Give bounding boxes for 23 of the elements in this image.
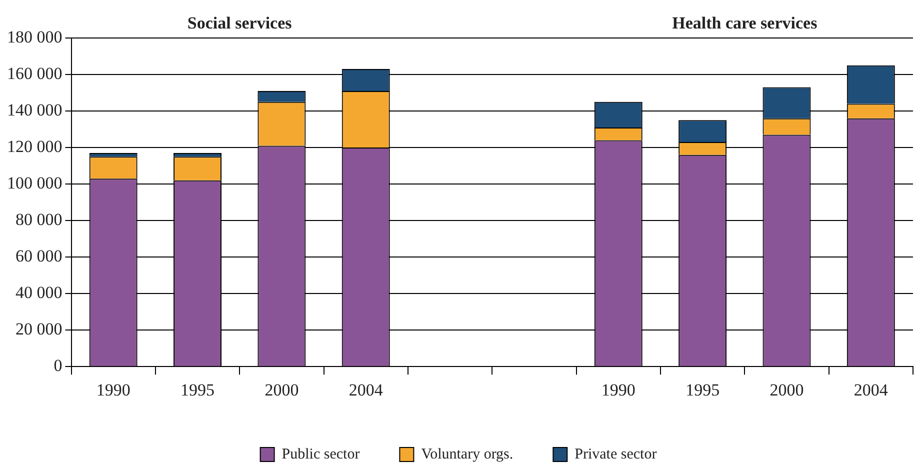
y-tick-label: 60 000 bbox=[16, 246, 62, 266]
y-tick-label: 140 000 bbox=[7, 100, 62, 120]
y-tick-label: 100 000 bbox=[7, 174, 62, 193]
legend-label: Voluntary orgs. bbox=[421, 446, 514, 462]
x-tick-label: 2000 bbox=[770, 380, 804, 400]
legend-label: Private sector bbox=[574, 446, 657, 462]
y-tick-label: 40 000 bbox=[16, 283, 62, 302]
y-tick-label: 20 000 bbox=[16, 320, 62, 339]
legend-label: Public sector bbox=[282, 446, 360, 462]
x-tick-label: 2004 bbox=[854, 380, 888, 400]
y-tick-label: 160 000 bbox=[7, 64, 62, 83]
y-tick-label: 0 bbox=[54, 356, 62, 376]
y-tick-label: 180 000 bbox=[7, 27, 62, 46]
x-tick-label: 1995 bbox=[686, 380, 720, 400]
x-tick-label: 1990 bbox=[601, 380, 636, 400]
x-tick-label: 2000 bbox=[264, 380, 299, 400]
text: Health care services bbox=[672, 13, 818, 32]
x-tick-label: 1995 bbox=[180, 380, 215, 400]
y-tick-label: 120 000 bbox=[7, 137, 62, 156]
text: Social services bbox=[187, 13, 292, 32]
y-tick-label: 80 000 bbox=[16, 210, 62, 230]
x-tick-label: 1990 bbox=[96, 380, 130, 400]
x-tick-label: 2004 bbox=[348, 380, 384, 400]
